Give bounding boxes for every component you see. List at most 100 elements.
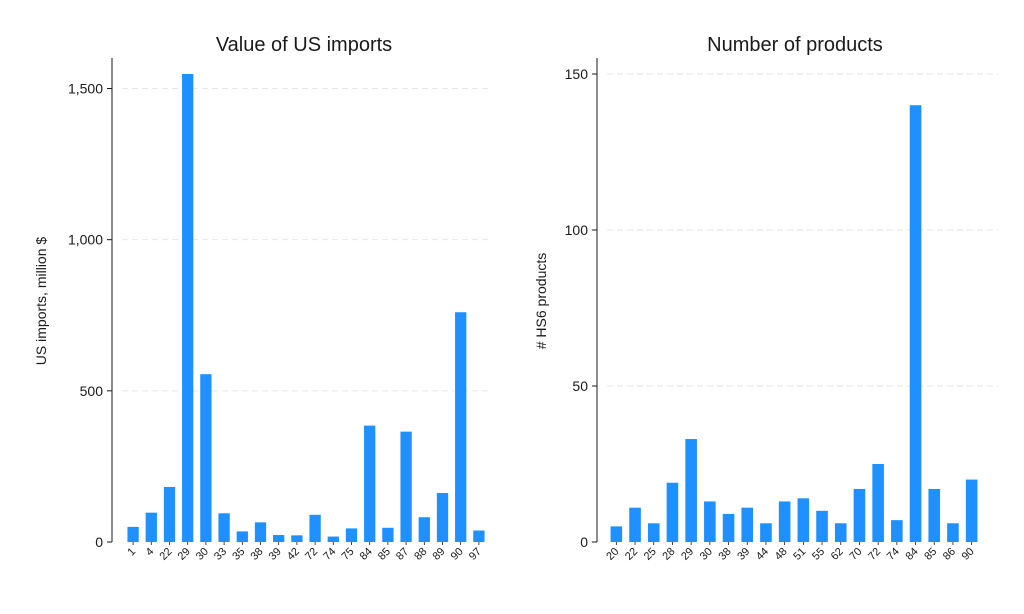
right-chart-title: Number of products bbox=[707, 34, 883, 56]
right-bar bbox=[629, 507, 641, 542]
right-bar bbox=[610, 526, 623, 542]
right-x-tick-label: 22 bbox=[623, 546, 640, 563]
right-y-tick-label: 100 bbox=[565, 222, 589, 238]
left-bar bbox=[400, 431, 412, 542]
right-bar bbox=[797, 498, 810, 542]
right-x-tick-label: 86 bbox=[941, 546, 958, 563]
left-x-tick-label: 74 bbox=[321, 546, 338, 563]
left-bar bbox=[218, 513, 230, 542]
left-x-tick-label: 30 bbox=[194, 546, 211, 563]
left-bar bbox=[200, 374, 212, 542]
right-bars bbox=[610, 105, 978, 542]
right-x-tick-label: 55 bbox=[810, 546, 827, 563]
right-bar bbox=[909, 105, 922, 542]
right-x-tick-label: 48 bbox=[773, 546, 790, 563]
right-bar bbox=[722, 513, 735, 542]
right-x-tick-label: 84 bbox=[904, 546, 921, 563]
right-x-tick-label: 38 bbox=[717, 546, 734, 563]
left-bar bbox=[345, 528, 358, 542]
right-x-tick-label: 90 bbox=[960, 546, 977, 563]
left-bar bbox=[236, 531, 248, 542]
left-x-tick-label: 90 bbox=[449, 546, 466, 563]
right-x-tick-label: 44 bbox=[754, 546, 771, 563]
right-bar bbox=[947, 523, 959, 542]
right-bar bbox=[834, 523, 847, 542]
right-bar bbox=[872, 464, 884, 542]
right-x-tick-label: 29 bbox=[679, 546, 696, 563]
left-bar bbox=[145, 512, 157, 542]
right-bar bbox=[778, 501, 791, 542]
right-y-tick-label: 0 bbox=[580, 534, 588, 550]
left-x-tick-label: 33 bbox=[212, 546, 229, 563]
right-y-tick-label: 50 bbox=[572, 378, 588, 394]
right-gridlines bbox=[607, 73, 998, 387]
right-y-axis-label: # HS6 products bbox=[533, 253, 549, 350]
left-panel: Value of US imports US imports, million … bbox=[33, 34, 492, 563]
right-x-tick-label: 20 bbox=[604, 546, 621, 563]
left-bar bbox=[127, 526, 139, 542]
left-bar bbox=[418, 517, 430, 542]
left-bar bbox=[182, 74, 194, 542]
right-x-tick-label: 72 bbox=[866, 546, 883, 563]
left-x-tick-label: 38 bbox=[248, 546, 265, 563]
left-y-tick-label: 0 bbox=[95, 534, 103, 550]
left-x-tick-label: 29 bbox=[176, 546, 193, 563]
left-bar bbox=[473, 530, 485, 542]
right-bar bbox=[853, 488, 866, 542]
right-bar bbox=[816, 510, 828, 542]
left-bar bbox=[254, 522, 267, 542]
right-x-tick-label: 62 bbox=[829, 546, 846, 563]
left-x-tick-label: 1 bbox=[125, 546, 138, 559]
right-x-tick-label: 51 bbox=[791, 546, 808, 563]
left-x-tick-label: 42 bbox=[285, 546, 302, 563]
left-bar bbox=[327, 536, 339, 542]
left-x-tick-label: 89 bbox=[430, 546, 447, 563]
left-bar bbox=[455, 312, 467, 542]
right-x-tick-label: 85 bbox=[922, 546, 939, 563]
left-bar bbox=[291, 535, 303, 542]
left-y-tick-label: 1,000 bbox=[68, 232, 103, 248]
right-x-tick-label: 74 bbox=[885, 546, 902, 563]
left-bar bbox=[273, 535, 285, 542]
right-x-tick-label: 30 bbox=[698, 546, 715, 563]
left-x-ticks: 1 4 22 29 30 33 35 38 39 42 72 74 75 84 85 87 88 89 90 97 bbox=[125, 542, 484, 563]
right-bar bbox=[760, 523, 772, 542]
right-y-tick-label: 150 bbox=[565, 66, 589, 82]
left-bar bbox=[382, 527, 394, 542]
left-x-tick-label: 35 bbox=[230, 546, 247, 563]
left-y-tick-label: 1,500 bbox=[68, 81, 103, 97]
left-x-tick-label: 4 bbox=[144, 546, 157, 559]
left-bar bbox=[163, 486, 176, 542]
left-x-tick-label: 85 bbox=[376, 546, 393, 563]
left-y-tick-label: 500 bbox=[80, 383, 104, 399]
right-x-ticks: 20 22 25 28 29 30 38 39 44 48 51 55 62 70 72 74 84 85 86 90 bbox=[604, 542, 977, 563]
left-x-tick-label: 88 bbox=[412, 546, 429, 563]
right-bar bbox=[685, 439, 697, 542]
left-x-tick-label: 84 bbox=[358, 546, 375, 563]
left-x-tick-label: 22 bbox=[157, 546, 174, 563]
left-x-tick-label: 75 bbox=[339, 546, 356, 563]
right-x-tick-label: 39 bbox=[735, 546, 752, 563]
left-x-tick-label: 72 bbox=[303, 546, 320, 563]
left-x-tick-label: 87 bbox=[394, 546, 411, 563]
left-y-axis-label: US imports, million $ bbox=[33, 237, 49, 366]
left-bar bbox=[436, 493, 449, 542]
right-y-ticks: 0 50 100 150 bbox=[565, 66, 597, 550]
left-chart-title: Value of US imports bbox=[216, 34, 392, 56]
left-x-tick-label: 97 bbox=[467, 546, 484, 563]
left-y-ticks: 0 500 1,000 1,500 bbox=[68, 81, 112, 550]
left-gridlines bbox=[122, 88, 492, 392]
right-bar bbox=[965, 479, 978, 542]
left-bar bbox=[309, 514, 321, 542]
right-x-tick-label: 25 bbox=[642, 546, 659, 563]
right-bar bbox=[891, 520, 903, 542]
left-x-tick-label: 39 bbox=[267, 546, 284, 563]
right-panel: Number of products # HS6 products 0 50 100… bbox=[533, 34, 998, 563]
right-bar bbox=[741, 507, 754, 542]
right-bar bbox=[666, 482, 679, 542]
right-bar bbox=[928, 488, 941, 542]
left-bar bbox=[364, 425, 376, 542]
right-x-tick-label: 28 bbox=[660, 546, 677, 563]
right-x-tick-label: 70 bbox=[847, 546, 864, 563]
